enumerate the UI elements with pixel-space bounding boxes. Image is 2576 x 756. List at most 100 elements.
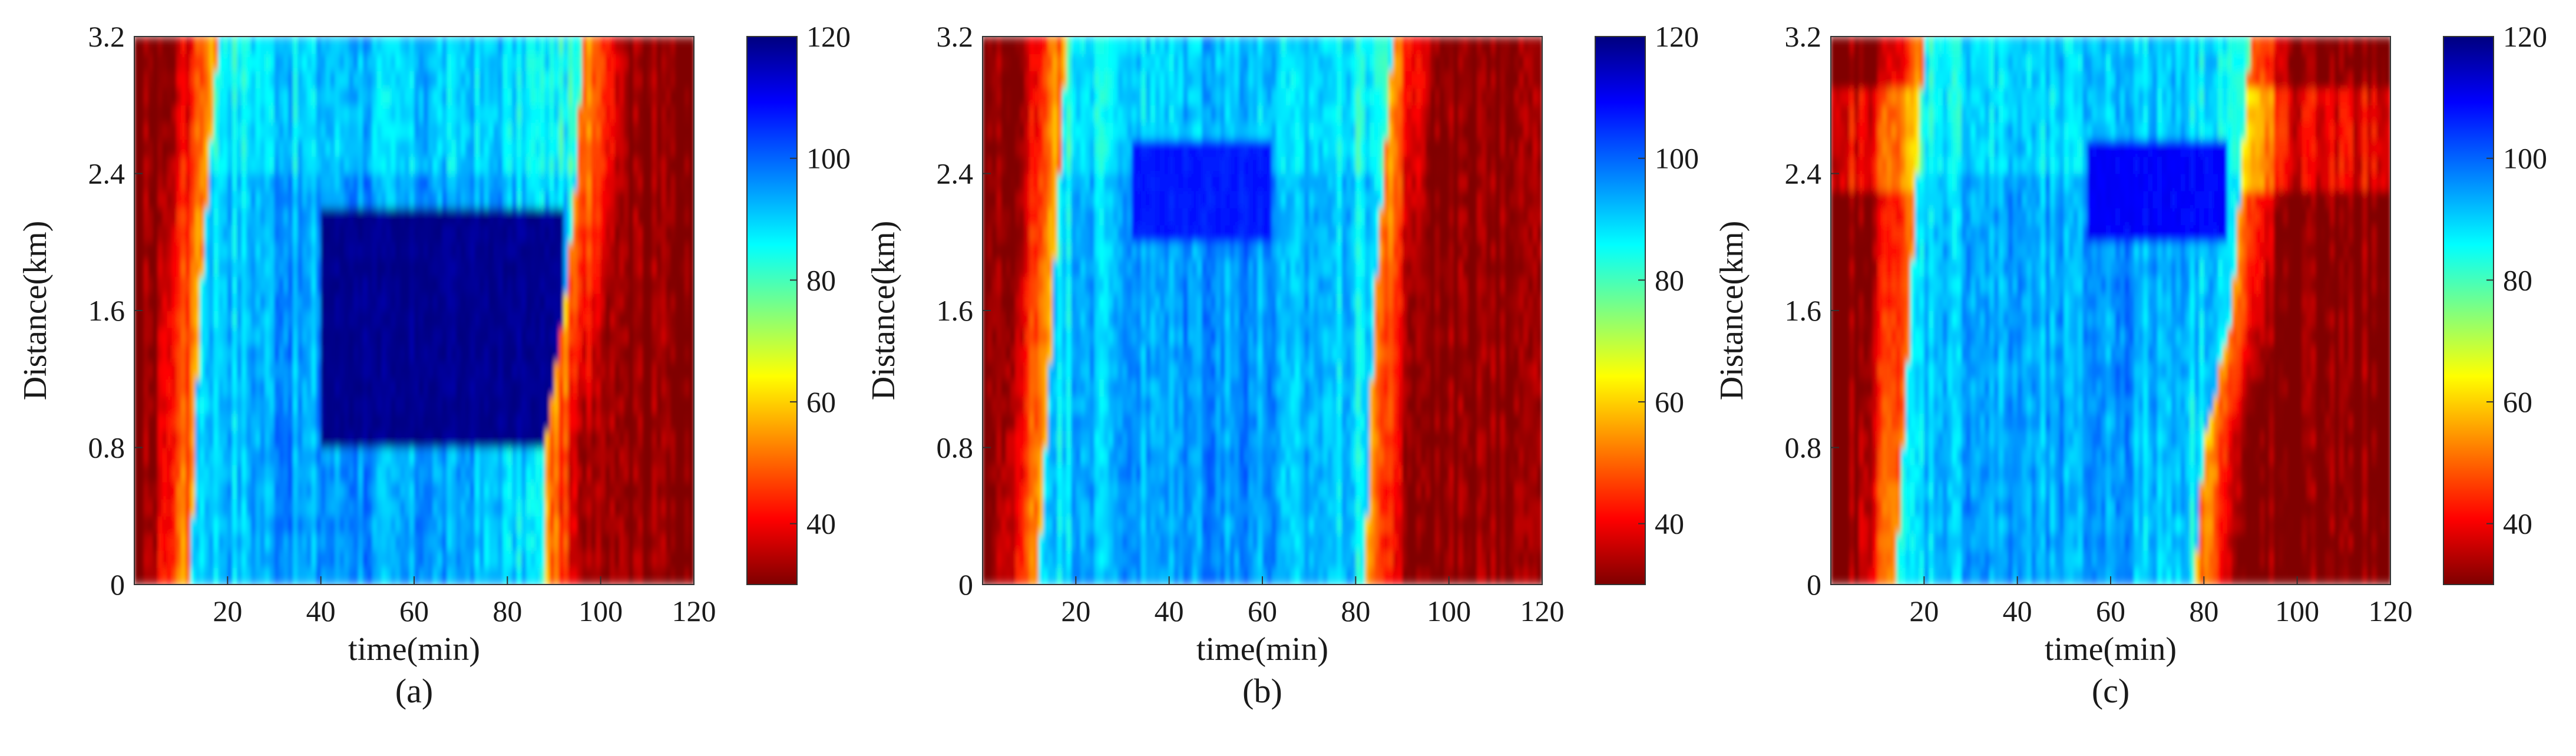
heatmap-cell <box>1169 550 1175 568</box>
heatmap-cell <box>176 242 181 260</box>
heatmap-cell <box>689 139 694 157</box>
heatmap-cell <box>526 37 531 54</box>
heatmap-cell <box>437 396 443 414</box>
heatmap-cell <box>1337 447 1342 466</box>
heatmap-cell <box>1141 567 1146 585</box>
heatmap-cell <box>1458 430 1464 448</box>
y-tick-label: 1.6 <box>88 294 125 327</box>
heatmap-cell <box>1080 499 1086 517</box>
heatmap-cell <box>335 345 340 362</box>
heatmap-cell <box>162 156 168 174</box>
heatmap-cell <box>479 190 485 209</box>
heatmap-cell <box>689 156 694 174</box>
heatmap-cell <box>372 533 378 551</box>
heatmap-cell <box>358 567 363 585</box>
heatmap-cell <box>558 533 564 551</box>
heatmap-cell <box>1486 567 1492 585</box>
heatmap-cell <box>353 464 359 483</box>
heatmap-cell <box>283 54 289 71</box>
heatmap-cell <box>372 311 378 328</box>
heatmap-cell <box>521 139 527 157</box>
heatmap-cell <box>521 516 527 534</box>
heatmap-cell <box>153 362 158 380</box>
heatmap-cell <box>227 259 233 277</box>
heatmap-cell <box>642 430 648 448</box>
heatmap-cell <box>186 156 191 174</box>
heatmap-cell <box>1248 533 1254 551</box>
heatmap-cell <box>600 430 606 448</box>
heatmap-cell <box>456 173 461 192</box>
heatmap-cell <box>316 207 322 226</box>
heatmap-cell <box>418 550 424 568</box>
heatmap-cell <box>1486 533 1492 551</box>
heatmap-cell <box>320 362 326 380</box>
heatmap-cell <box>311 328 317 345</box>
heatmap-cell <box>568 396 573 414</box>
heatmap-cell <box>661 311 667 328</box>
heatmap-cell <box>540 173 545 192</box>
heatmap-cell <box>605 173 611 192</box>
heatmap-cell <box>344 293 349 311</box>
heatmap-cell <box>283 88 289 106</box>
heatmap-cell <box>339 71 345 88</box>
heatmap-cell <box>1486 499 1492 517</box>
heatmap-cell <box>1537 464 1542 483</box>
heatmap-cell <box>1039 464 1044 483</box>
heatmap-cell <box>232 156 237 174</box>
heatmap-cell <box>349 499 354 517</box>
heatmap-cell <box>474 362 480 380</box>
heatmap-cell <box>320 499 326 517</box>
heatmap-cell <box>1337 430 1342 448</box>
heatmap-cell <box>143 71 149 88</box>
heatmap-cell <box>451 122 457 140</box>
heatmap-cell <box>1341 499 1347 517</box>
heatmap-cell <box>624 379 629 397</box>
heatmap-cell <box>288 328 293 345</box>
heatmap-cell <box>1192 516 1198 534</box>
heatmap-cell <box>554 464 560 483</box>
heatmap-cell <box>675 550 681 568</box>
heatmap-cell <box>563 413 569 431</box>
heatmap-cell <box>138 345 144 362</box>
heatmap-cell <box>1266 550 1272 568</box>
heatmap-cell <box>167 293 173 311</box>
heatmap-cell <box>1127 567 1133 585</box>
heatmap-cell <box>1062 567 1067 585</box>
heatmap-cell <box>582 413 587 431</box>
heatmap-cell <box>647 293 653 311</box>
heatmap-cell <box>517 225 522 243</box>
heatmap-cell <box>1453 550 1459 568</box>
heatmap-cell <box>614 139 620 157</box>
heatmap-cell <box>376 105 382 123</box>
heatmap-cell <box>465 173 471 192</box>
heatmap-cell <box>540 37 545 54</box>
heatmap-cell <box>447 139 452 157</box>
heatmap-cell <box>1402 567 1408 585</box>
heatmap-cell <box>600 362 606 380</box>
heatmap-cell <box>223 259 229 277</box>
heatmap-cell <box>629 533 634 551</box>
heatmap-cell <box>535 88 541 106</box>
heatmap-cell <box>666 105 672 123</box>
heatmap-cell <box>260 328 266 345</box>
heatmap-cell <box>171 447 177 466</box>
heatmap-cell <box>1514 567 1520 585</box>
heatmap-cell <box>652 430 657 448</box>
heatmap-cell <box>680 550 685 568</box>
heatmap-cell <box>293 259 298 277</box>
heatmap-cell <box>316 447 322 466</box>
heatmap-cell <box>209 71 214 88</box>
heatmap-cell <box>1486 516 1492 534</box>
heatmap-cell <box>381 430 387 448</box>
heatmap-cell <box>181 362 186 380</box>
heatmap-cell <box>470 567 475 585</box>
heatmap-cell <box>1504 447 1510 466</box>
heatmap-cell <box>1192 481 1198 500</box>
heatmap-cell <box>512 481 517 500</box>
heatmap-cell <box>237 481 242 500</box>
heatmap-cell <box>661 533 667 551</box>
heatmap-cell <box>670 122 676 140</box>
heatmap-cell <box>554 139 560 157</box>
heatmap-cell <box>320 481 326 500</box>
heatmap-cell <box>1528 533 1533 551</box>
